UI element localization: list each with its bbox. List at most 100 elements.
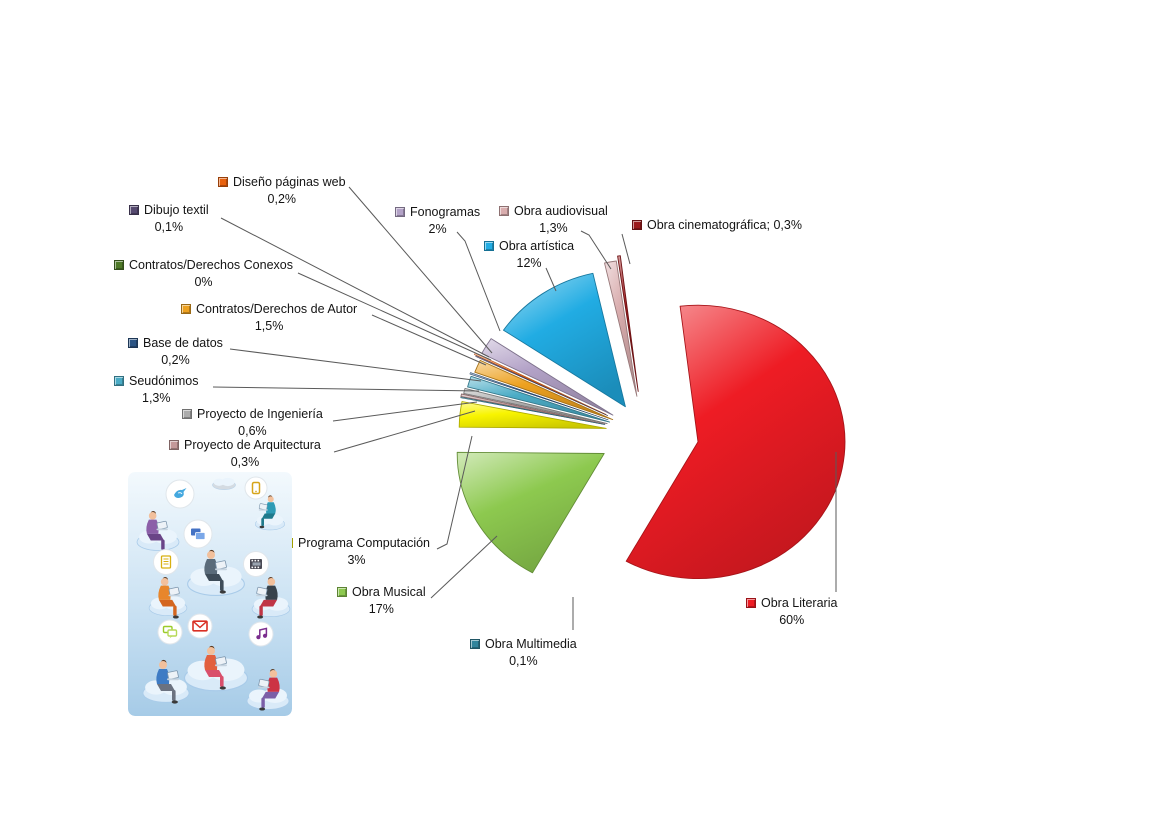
callout-obra-cinematografica: Obra cinematográfica; 0,3%	[632, 217, 802, 234]
callout-value: 1,3%	[142, 390, 171, 405]
legend-marker	[499, 206, 509, 217]
pie-slice	[503, 272, 626, 408]
leader-line	[333, 410, 476, 453]
callout-value: 3%	[347, 552, 366, 567]
person-figure	[258, 495, 276, 529]
pie-slice	[625, 304, 846, 579]
callout-value: 1,5%	[254, 318, 284, 333]
callout-value: 60%	[779, 612, 805, 627]
cloud-people-illustration	[128, 472, 292, 716]
chat-icon	[157, 619, 183, 645]
legend-marker	[470, 639, 480, 650]
pie-slice	[458, 401, 607, 429]
callout-proyecto-arquitectura: Proyecto de Arquitectura 0,3%	[169, 437, 321, 470]
leader-line	[436, 435, 473, 550]
callout-label: Obra Multimedia	[485, 637, 577, 651]
legend-marker	[746, 598, 756, 609]
leader-line	[229, 348, 482, 382]
callout-label: Seudónimos	[129, 374, 199, 388]
legend-marker	[114, 260, 124, 271]
person-figure	[204, 645, 227, 690]
legend-marker	[169, 440, 179, 451]
leader-line	[212, 386, 480, 392]
person-figure	[258, 669, 280, 711]
callout-diseno-paginas-web: Diseño páginas web 0,2%	[218, 174, 346, 207]
pie-slice	[604, 260, 638, 397]
callout-value: 0,6%	[238, 423, 267, 438]
legend-marker	[395, 207, 405, 218]
cloud-icon	[187, 566, 245, 597]
callout-contratos-conexos: Contratos/Derechos Conexos 0%	[114, 257, 293, 290]
person-figure	[156, 659, 179, 704]
document-icon	[153, 549, 179, 575]
envelope-icon	[187, 613, 213, 639]
callout-value: 0%	[194, 274, 213, 289]
pie-slice	[617, 255, 639, 392]
cloud-icon	[212, 477, 236, 490]
person-figure	[158, 577, 180, 619]
callout-label: Proyecto de Ingeniería	[197, 407, 323, 421]
callout-obra-audiovisual: Obra audiovisual 1,3%	[499, 203, 608, 236]
bird-icon	[165, 479, 195, 509]
leader-line	[621, 233, 631, 265]
callout-label: Programa Computación	[298, 536, 431, 550]
callout-value: 0,1%	[154, 219, 184, 234]
leader-line	[456, 231, 501, 332]
legend-marker	[129, 205, 139, 216]
pie-slice	[474, 359, 614, 421]
callout-dibujo-textil: Dibujo textil 0,1%	[129, 202, 209, 235]
callout-value: 0,2%	[161, 352, 190, 367]
pie-slice	[475, 355, 609, 417]
leader-line	[430, 535, 498, 599]
callout-value: 0,1%	[509, 653, 538, 668]
callout-label: Obra cinematográfica; 0,3%	[647, 218, 802, 232]
callout-value: 2%	[428, 221, 447, 236]
callout-label: Fonogramas	[410, 205, 481, 219]
leader-line	[332, 401, 478, 422]
callout-value: 1,3%	[539, 220, 568, 235]
callout-label: Obra Literaria	[761, 596, 838, 610]
callout-obra-literaria: Obra Literaria 60%	[746, 595, 837, 628]
callout-label: Dibujo textil	[144, 203, 209, 217]
legend-marker	[484, 241, 494, 252]
callout-label: Base de datos	[143, 336, 223, 350]
callout-label: Obra artística	[499, 239, 575, 253]
callout-proyecto-ingenieria: Proyecto de Ingeniería 0,6%	[182, 406, 323, 439]
person-figure	[256, 577, 278, 619]
callout-value: 0,2%	[267, 191, 297, 206]
pie-slice	[456, 451, 605, 574]
leader-line	[371, 314, 487, 366]
callout-seudonimos: Seudónimos 1,3%	[114, 373, 199, 406]
callout-obra-artistica: Obra artística 12%	[484, 238, 574, 271]
legend-marker	[218, 177, 228, 188]
pie-slice	[469, 372, 609, 421]
leader-line	[348, 186, 493, 354]
person-figure	[146, 511, 168, 553]
leader-line	[580, 230, 612, 270]
callout-value: 12%	[516, 255, 542, 270]
callout-value: 17%	[368, 601, 394, 616]
legend-marker	[632, 220, 642, 231]
callout-base-de-datos: Base de datos 0,2%	[128, 335, 223, 368]
callout-value: 0,3%	[230, 454, 260, 469]
slides-icon	[183, 519, 213, 549]
callout-label: Proyecto de Arquitectura	[184, 438, 321, 452]
callout-fonogramas: Fonogramas 2%	[395, 204, 480, 237]
legend-marker	[337, 587, 347, 598]
legend-marker	[181, 304, 191, 315]
leader-line	[297, 272, 492, 361]
callout-label: Obra audiovisual	[514, 204, 608, 218]
legend-marker	[128, 338, 138, 349]
legend-marker	[182, 409, 192, 420]
callout-obra-musical: Obra Musical 17%	[337, 584, 426, 617]
callout-programa-computacion: Programa Computación 3%	[283, 535, 430, 568]
leader-line	[220, 217, 490, 358]
tablet-icon	[244, 476, 268, 500]
pie-slice	[467, 375, 611, 423]
legend-marker	[114, 376, 124, 387]
callout-label: Obra Musical	[352, 585, 426, 599]
person-figure	[204, 549, 227, 594]
leader-line	[545, 267, 557, 292]
